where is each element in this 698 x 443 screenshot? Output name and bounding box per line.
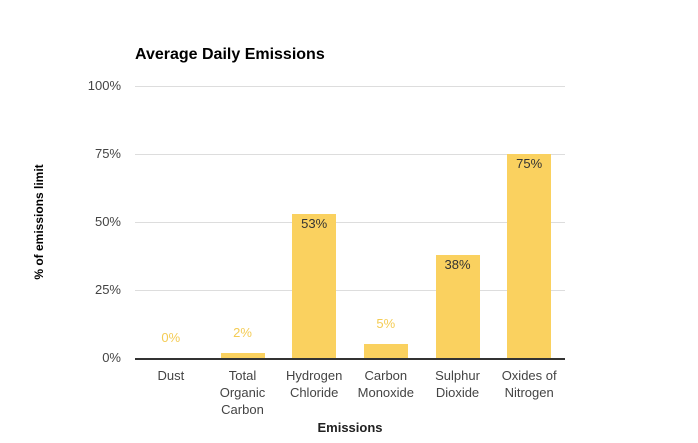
bar-hydrogen-chloride [292, 213, 337, 358]
y-axis-title: % of emissions limit [32, 164, 46, 280]
bar-value-label: 38% [444, 256, 471, 272]
y-axis-tick-label: 25% [94, 282, 121, 297]
x-axis-title: Emissions [317, 420, 383, 435]
bar-value-label: 0% [161, 330, 181, 345]
gridline [135, 222, 565, 223]
y-axis-tick-label: 75% [94, 146, 121, 161]
bar-sulphur-dioxide [435, 254, 480, 358]
x-axis-category-label: Oxides of Nitrogen [501, 368, 557, 400]
y-axis-tick-label: 50% [94, 214, 121, 229]
gridline [135, 290, 565, 291]
bar-value-label: 5% [376, 316, 396, 332]
bar-oxides-of-nitrogen [507, 154, 552, 358]
bar-carbon-monoxide [363, 344, 408, 358]
y-axis-tick-label: 0% [102, 350, 121, 365]
bar-value-label: 75% [516, 156, 543, 171]
x-axis-category-label: Carbon Monoxide [357, 368, 415, 400]
bar-value-label: 53% [301, 215, 328, 231]
bar-value-label: 2% [233, 324, 252, 340]
gridline [135, 154, 565, 155]
x-axis-category-label: Dust [157, 368, 185, 383]
bar-total-organic-carbon [220, 352, 265, 358]
y-axis-tick-label: 100% [87, 78, 121, 93]
x-axis-category-label: Sulphur Dioxide [435, 368, 480, 400]
plot-area: 0% 2% 53% 5% 38% 75% [135, 86, 565, 360]
gridline [135, 86, 565, 87]
x-axis-category-label: Hydrogen Chloride [285, 368, 343, 400]
chart-title: Average Daily Emissions [135, 46, 325, 63]
x-axis-category-label: Total Organic Carbon [219, 368, 266, 417]
